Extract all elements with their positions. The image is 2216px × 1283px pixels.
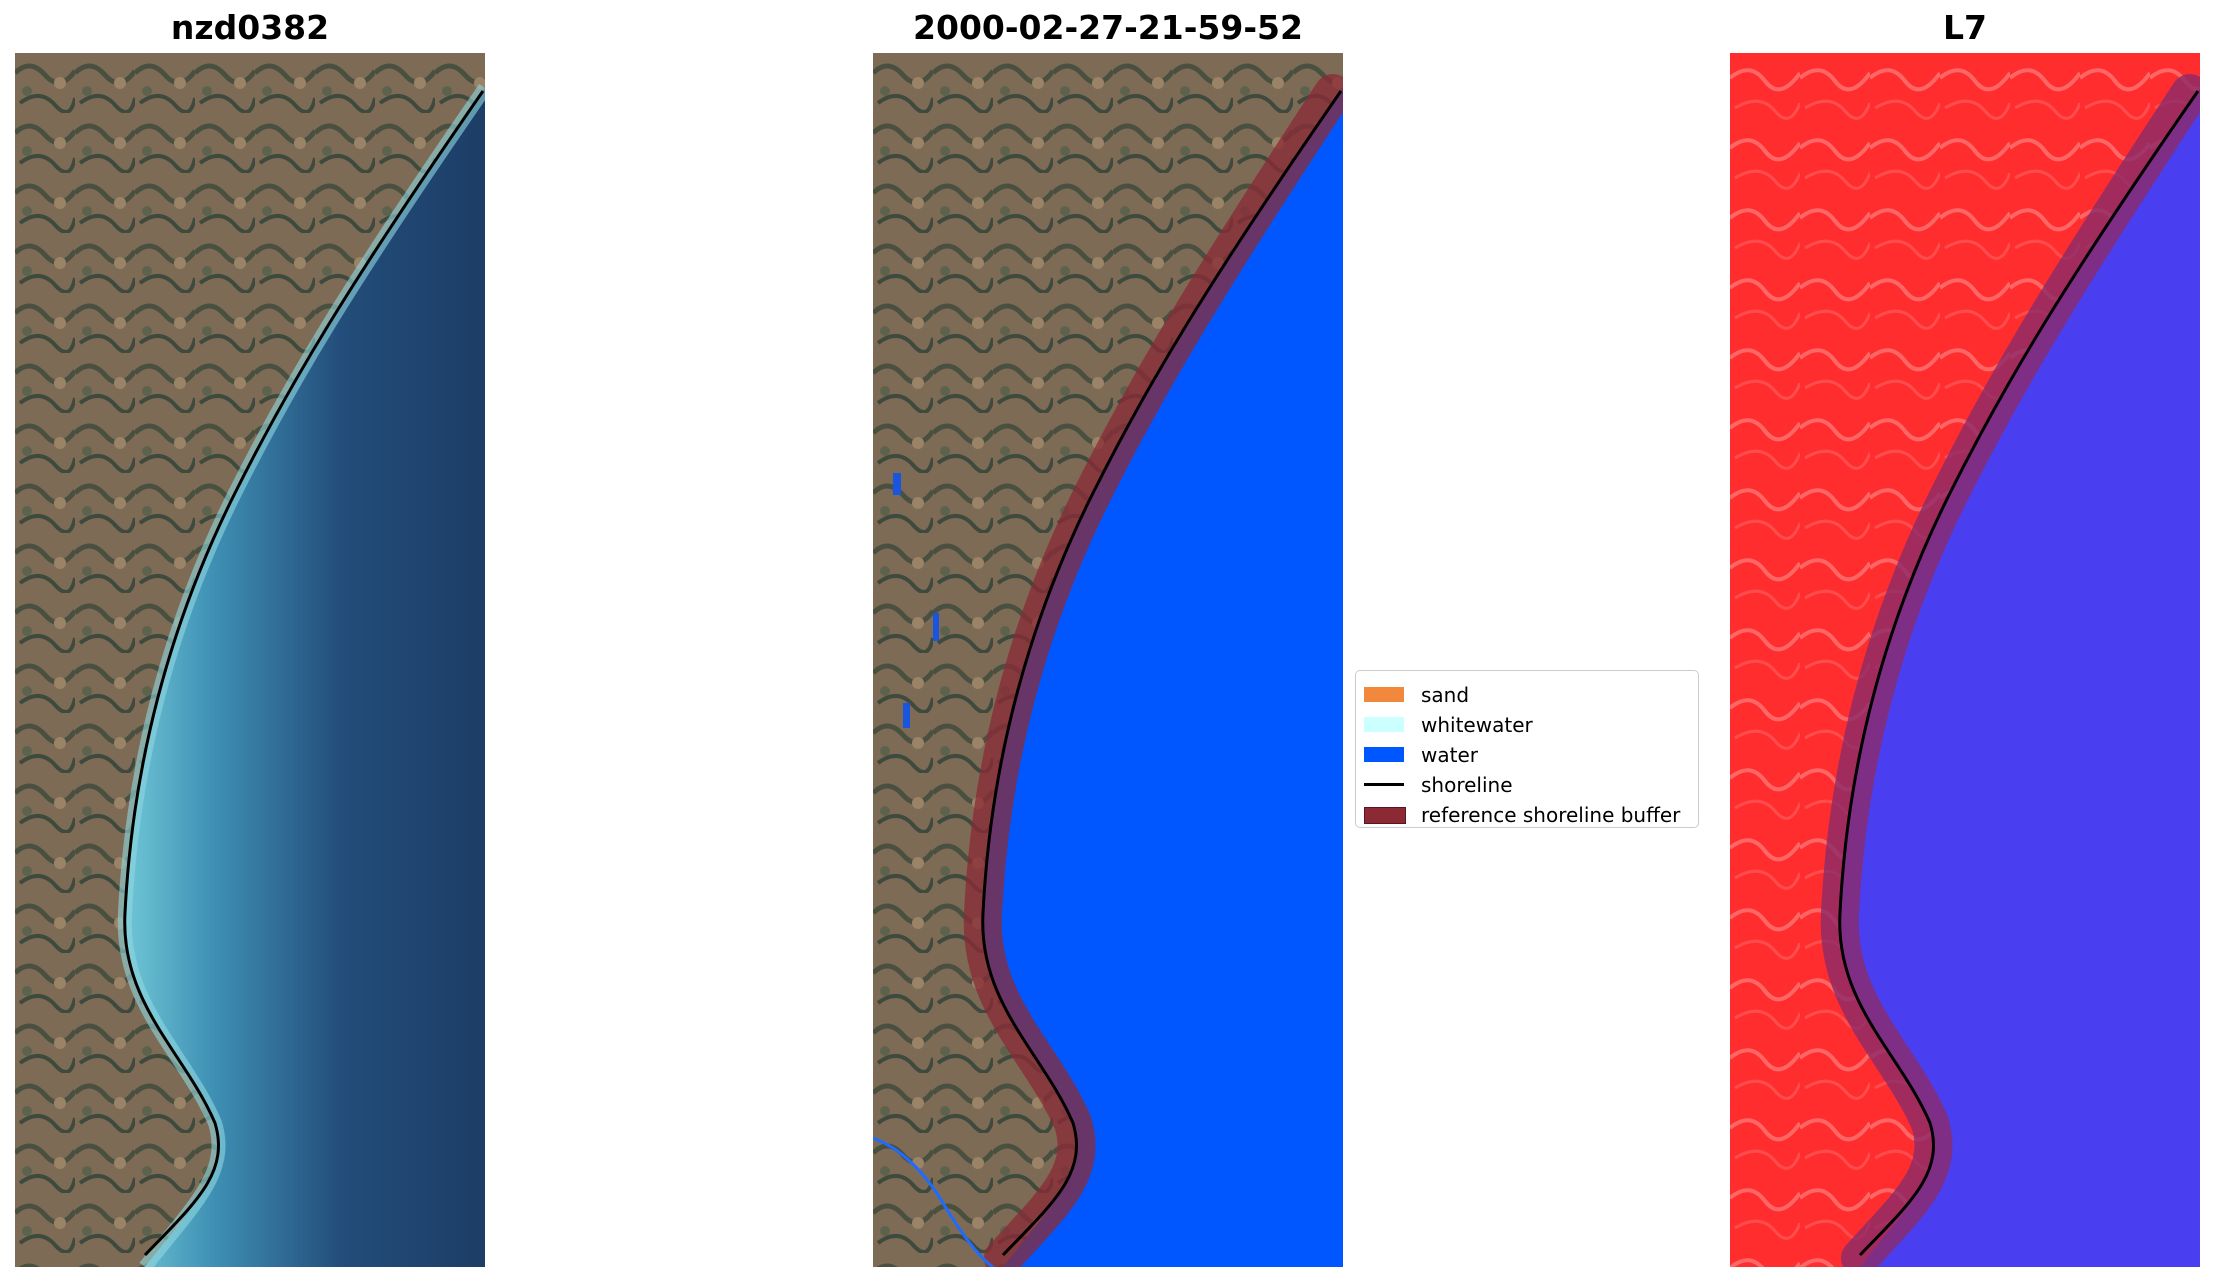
legend-label: whitewater [1421, 713, 1533, 737]
whitewater-swatch [1364, 717, 1404, 732]
legend-item-shoreline: shoreline [1356, 771, 1698, 797]
legend-label: shoreline [1421, 773, 1513, 797]
shoreline-line [123, 90, 485, 1257]
shoreline-line [1838, 90, 2200, 1257]
classified-image [873, 53, 1343, 1267]
legend-label: reference shoreline buffer [1421, 803, 1681, 827]
legend-item-water: water [1356, 741, 1698, 767]
legend-item-sand: sand [1356, 681, 1698, 707]
panel-title: L7 [1943, 8, 1987, 47]
rgb-satellite-image [15, 53, 485, 1267]
sand-swatch [1364, 687, 1404, 702]
water-swatch [1364, 747, 1404, 762]
buffer-swatch [1364, 807, 1406, 824]
legend: sand whitewater water shoreline referenc… [1355, 670, 1699, 828]
legend-label: sand [1421, 683, 1470, 707]
legend-item-whitewater: whitewater [1356, 711, 1698, 737]
false-color-image [1730, 53, 2200, 1267]
shoreline-line-icon [1364, 783, 1404, 786]
panel-title: 2000-02-27-21-59-52 [913, 8, 1303, 47]
legend-label: water [1421, 743, 1478, 767]
legend-item-reference-shoreline-buffer: reference shoreline buffer [1356, 801, 1698, 827]
shoreline-line [981, 90, 1343, 1257]
panel-title: nzd0382 [170, 8, 330, 47]
